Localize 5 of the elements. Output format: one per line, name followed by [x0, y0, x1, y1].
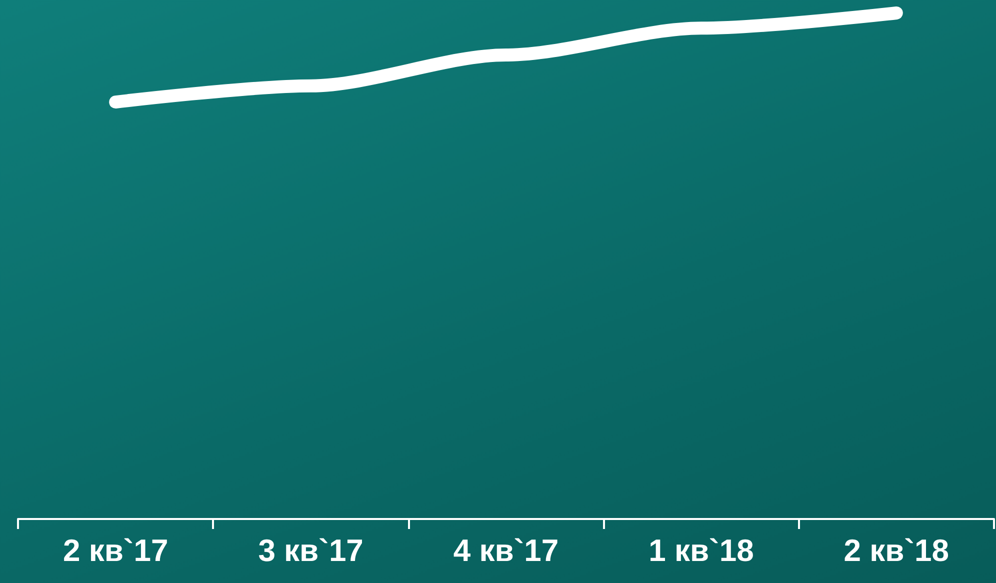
x-tick-label: 1 кв`18 — [648, 533, 754, 568]
x-tick-label: 4 кв`17 — [453, 533, 559, 568]
x-tick-label: 2 кв`18 — [844, 533, 950, 568]
x-tick-label: 2 кв`17 — [62, 533, 168, 568]
x-tick-label: 3 кв`17 — [258, 533, 364, 568]
